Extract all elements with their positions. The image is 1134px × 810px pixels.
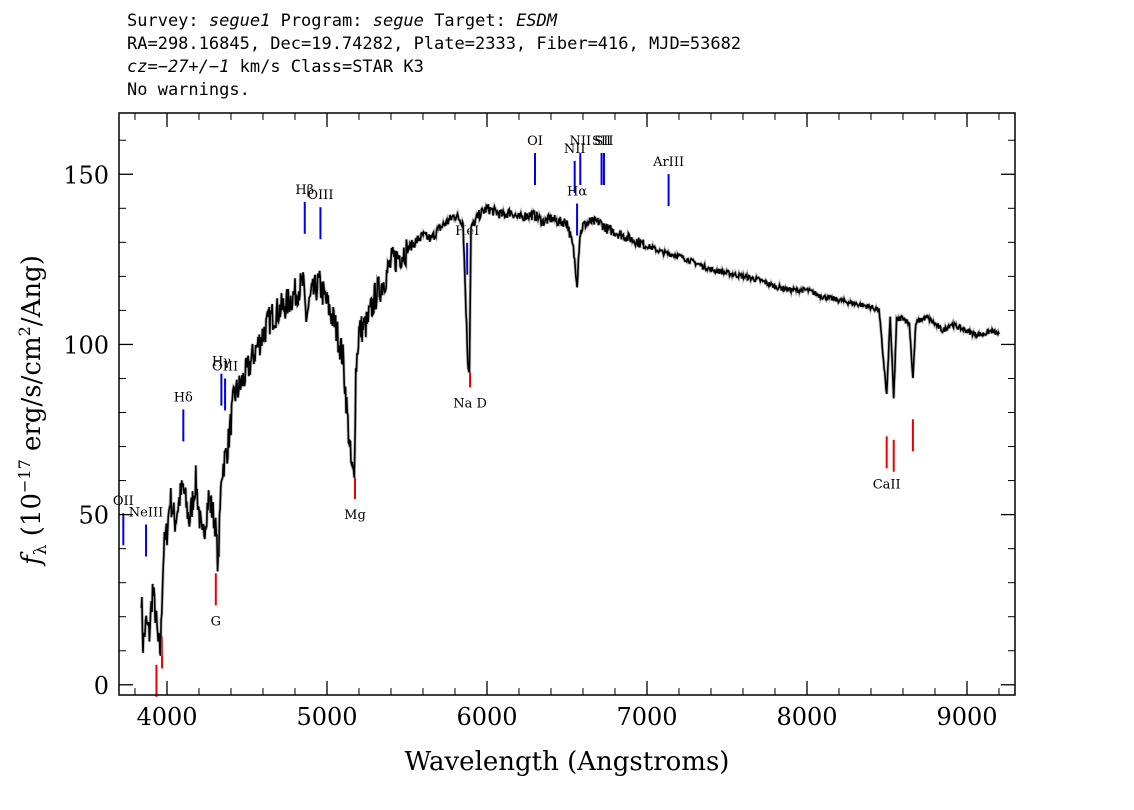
spectral-line-label: Hδ: [174, 390, 193, 405]
x-tick-label: 6000: [456, 703, 517, 731]
program-label: Program:: [280, 11, 363, 31]
header-line-coords: RA=298.16845, Dec=19.74282, Plate=2333, …: [127, 34, 742, 54]
cz-value: −27+/−1: [157, 57, 230, 77]
spectral-line-label: CaII: [873, 477, 901, 492]
target-label: Target:: [434, 11, 506, 31]
spectral-line-label: SII: [594, 134, 613, 149]
y-axis-label: fλ (10−17 erg/s/cm2/Ang): [15, 255, 51, 567]
x-tick-label: 8000: [776, 703, 837, 731]
header-line-warnings: No warnings.: [127, 80, 250, 100]
spectral-line-label: OII: [113, 494, 134, 509]
spectral-line-label: Mg: [344, 508, 366, 523]
spectrum-series-line: [140, 203, 1000, 656]
spectral-line-label: SII: [592, 134, 611, 149]
x-tick-label: 9000: [936, 703, 997, 731]
y-tick-label: 50: [78, 502, 109, 530]
cz-rest: km/s Class=STAR K3: [229, 57, 424, 77]
spectral-line-label: NeIII: [129, 505, 163, 520]
spectral-line-label: Hγ: [212, 355, 231, 370]
survey-label: Survey:: [127, 11, 199, 31]
spectral-line-label: NII: [569, 134, 591, 149]
spectrum-header: Survey: segue1 Program: segue Target: ES…: [127, 10, 741, 102]
x-axis-label: Wavelength (Angstroms): [405, 747, 730, 777]
spectral-line-label: Hα: [567, 185, 587, 200]
x-tick-label: 7000: [616, 703, 677, 731]
header-line-survey: Survey: segue1 Program: segue Target: ES…: [127, 10, 741, 33]
y-tick-label: 100: [63, 331, 109, 359]
y-tick-label: 0: [94, 672, 109, 700]
spectral-line-label: Na D: [453, 396, 487, 411]
spectral-line-label: OIII: [212, 359, 238, 374]
y-tick-label: 150: [63, 161, 109, 189]
x-tick-label: 5000: [296, 703, 357, 731]
x-tick-label: 4000: [136, 703, 197, 731]
program-value: segue: [372, 11, 424, 31]
spectral-line-label: OI: [527, 134, 543, 149]
spectral-line-label: OIII: [307, 188, 333, 203]
header-line-redshift: cz=−27+/−1 km/s Class=STAR K3: [127, 56, 741, 79]
spectrum-layer: [139, 200, 1001, 657]
spectral-line-label: G: [211, 614, 221, 629]
spectral-line-label: Hβ: [295, 183, 314, 198]
target-value: ESDM: [516, 11, 558, 31]
survey-value: segue1: [208, 11, 271, 31]
spectral-line-label: ArIII: [652, 155, 684, 170]
axis-ticks-layer: 4000 5000 6000 7000 8000 9000 0 50 100 150: [63, 113, 1015, 731]
spectrum-error-band: [139, 200, 1001, 657]
plot-frame: [118, 112, 1016, 696]
cz-label: cz=: [127, 57, 158, 77]
